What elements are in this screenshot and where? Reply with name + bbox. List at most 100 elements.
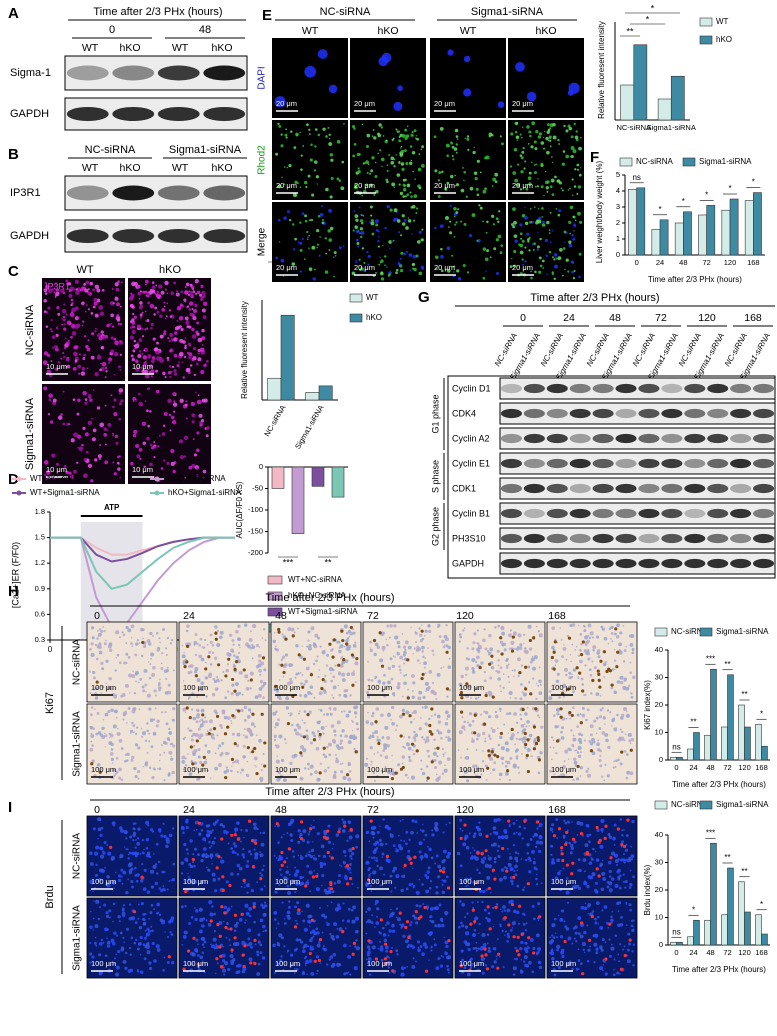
cell: [517, 852, 520, 855]
cell: [165, 722, 169, 726]
cell: [398, 665, 401, 668]
cell: [527, 143, 530, 145]
cell: [492, 223, 496, 226]
cell: [125, 890, 129, 895]
cell: [210, 845, 213, 847]
cell: [325, 135, 328, 138]
cell: [384, 725, 389, 730]
cell: [142, 913, 146, 916]
cell: [365, 144, 370, 149]
cell: [277, 718, 280, 722]
cell: [506, 666, 509, 669]
cell: [277, 184, 282, 189]
cell: [571, 234, 574, 237]
cell: [365, 183, 369, 187]
cell: [401, 695, 404, 698]
stained-nucleus: [251, 712, 255, 716]
cell: [506, 760, 511, 765]
cell: [118, 920, 121, 923]
cell: [136, 837, 140, 840]
cell: [548, 229, 551, 232]
cell: [418, 727, 422, 731]
stained-nucleus: [439, 869, 443, 873]
cell: [340, 865, 343, 867]
cell: [589, 673, 593, 677]
cell: [302, 876, 305, 878]
cell: [143, 361, 147, 366]
stained-nucleus: [535, 820, 540, 824]
cell: [224, 696, 228, 700]
cell: [433, 713, 437, 716]
cell: [92, 727, 95, 730]
cell: [339, 763, 342, 765]
cell: [570, 146, 575, 150]
significance: ns: [632, 173, 640, 182]
header: Time after 2/3 PHx (hours): [93, 6, 222, 18]
cell: [101, 726, 105, 731]
cell: [48, 398, 52, 402]
cell: [299, 834, 302, 838]
x-tick-label: Sigma1-siRNA: [647, 123, 696, 132]
cell: [208, 846, 212, 849]
cell: [526, 747, 531, 752]
cell: [342, 820, 347, 825]
cell: [231, 650, 235, 653]
cell: [317, 214, 321, 218]
cell: [111, 300, 114, 304]
cell: [324, 674, 327, 677]
stained-nucleus: [311, 875, 315, 879]
cell: [359, 227, 363, 231]
cell: [94, 687, 98, 690]
cell: [474, 697, 478, 700]
cell: [388, 240, 392, 244]
cell: [65, 337, 67, 340]
cell: [565, 673, 568, 677]
cell: [207, 674, 212, 679]
cell: [274, 736, 276, 739]
x-tick-label: 24: [656, 258, 664, 267]
cell: [256, 643, 259, 647]
cell: [163, 669, 168, 674]
cell: [579, 751, 582, 754]
cell: [524, 246, 527, 249]
bar: [628, 189, 637, 256]
cell: [472, 150, 476, 155]
cell: [415, 212, 418, 214]
cell: [198, 293, 203, 297]
cell: [510, 733, 515, 738]
band: [523, 383, 545, 394]
cell: [405, 887, 409, 891]
cell: [171, 419, 177, 425]
y-axis-label: Liver weight/body weight (%): [595, 161, 604, 264]
cell: [291, 262, 295, 266]
cell: [445, 875, 449, 879]
y-tick-label: 0.9: [35, 584, 45, 593]
cell: [446, 246, 451, 251]
cell: [209, 640, 213, 644]
cell: [200, 284, 204, 288]
cell: [290, 130, 293, 133]
cell: [446, 757, 451, 762]
cell: [526, 91, 537, 102]
cell: [231, 850, 236, 854]
stained-nucleus: [299, 820, 304, 824]
cell: [492, 768, 496, 772]
protein-label: Cyclin D1: [452, 383, 491, 393]
stained-nucleus: [221, 888, 225, 892]
cell: [104, 404, 107, 407]
cell: [539, 751, 543, 755]
cell: [560, 730, 563, 734]
cell: [263, 668, 267, 672]
cell: [340, 710, 343, 713]
cell: [79, 353, 81, 356]
cell: [342, 849, 347, 854]
cell: [93, 851, 99, 856]
cell: [74, 279, 79, 284]
cell: [331, 648, 334, 651]
cell: [262, 831, 266, 835]
cell: [382, 135, 385, 137]
cell: [97, 917, 101, 921]
tile-frame: [454, 621, 546, 703]
cell: [379, 884, 382, 887]
stained-nucleus: [331, 655, 335, 659]
